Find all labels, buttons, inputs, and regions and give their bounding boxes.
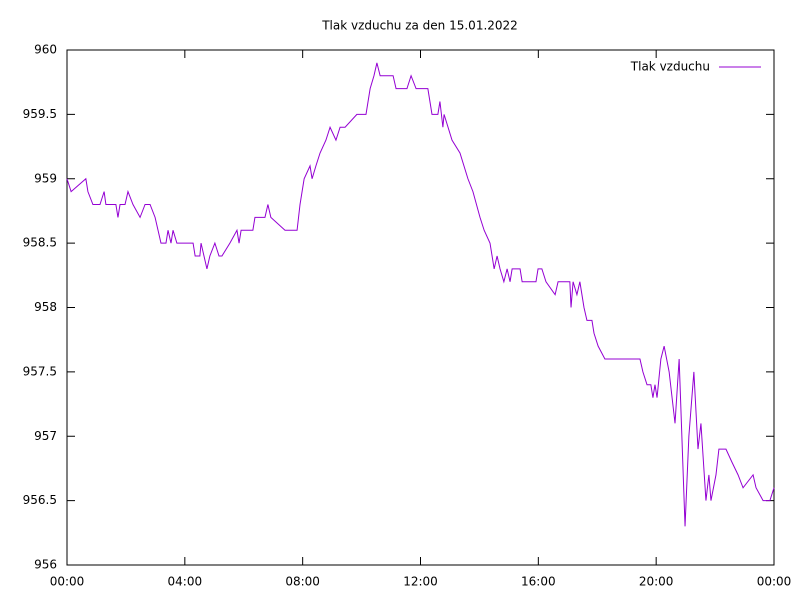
x-tick-label: 12:00 (403, 575, 438, 589)
y-tick-label: 956 (34, 558, 57, 572)
y-tick-label: 960 (34, 43, 57, 57)
y-tick-label: 958 (34, 300, 57, 314)
y-tick-label: 958.5 (23, 236, 57, 250)
plot-border (66, 49, 775, 566)
x-tick-label: 08:00 (285, 575, 320, 589)
x-tick-label: 16:00 (521, 575, 556, 589)
x-tick-label: 20:00 (639, 575, 674, 589)
legend-label: Tlak vzduchu (630, 60, 710, 74)
data-line (66, 62, 775, 527)
x-tick-label: 04:00 (168, 575, 203, 589)
chart-title: Tlak vzduchu za den 15.01.2022 (321, 19, 518, 33)
y-tick-label: 959 (34, 171, 57, 185)
x-tick-label: 00:00 (757, 575, 792, 589)
y-tick-label: 957 (34, 429, 57, 443)
y-tick-label: 956.5 (23, 493, 57, 507)
y-tick-label: 957.5 (23, 364, 57, 378)
x-tick-label: 00:00 (50, 575, 85, 589)
y-tick-label: 959.5 (23, 107, 57, 121)
